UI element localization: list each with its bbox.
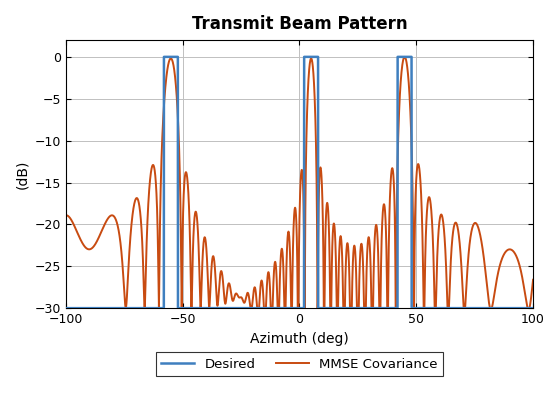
Desired	[259, 306, 265, 311]
Desired	[492, 306, 499, 311]
Line: MMSE Covariance: MMSE Covariance	[66, 57, 533, 308]
MMSE Covariance	[62, 213, 69, 218]
Desired	[515, 306, 522, 311]
Desired	[263, 306, 269, 311]
X-axis label: Azimuth (deg): Azimuth (deg)	[250, 331, 349, 346]
Desired	[62, 306, 69, 311]
Desired	[284, 306, 291, 311]
MMSE Covariance	[284, 231, 291, 236]
MMSE Covariance	[188, 306, 195, 311]
MMSE Covariance	[402, 54, 408, 59]
MMSE Covariance	[259, 280, 265, 285]
MMSE Covariance	[492, 284, 499, 289]
MMSE Covariance	[516, 261, 522, 266]
Y-axis label: (dB): (dB)	[15, 160, 29, 189]
Desired	[161, 54, 167, 59]
Desired	[402, 54, 409, 59]
Title: Transmit Beam Pattern: Transmit Beam Pattern	[192, 15, 407, 33]
Legend: Desired, MMSE Covariance: Desired, MMSE Covariance	[156, 352, 443, 376]
MMSE Covariance	[530, 277, 536, 282]
MMSE Covariance	[402, 55, 409, 60]
MMSE Covariance	[263, 304, 269, 310]
Desired	[530, 306, 536, 311]
Line: Desired: Desired	[66, 57, 533, 308]
